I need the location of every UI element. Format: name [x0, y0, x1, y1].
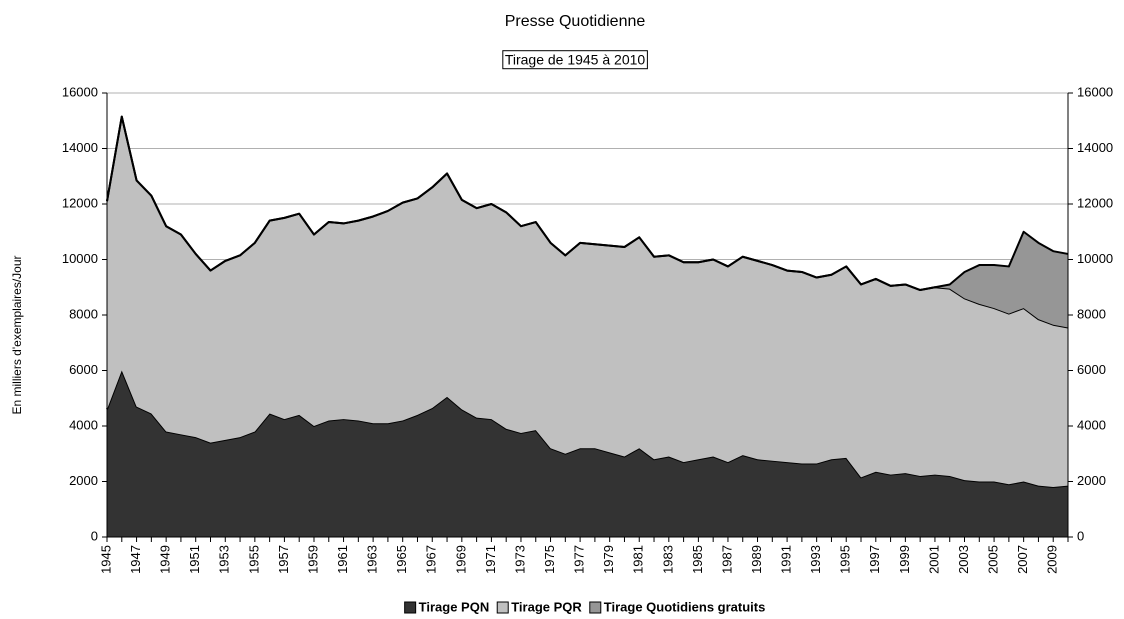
x-tick-label: 1953 [217, 545, 232, 574]
x-tick-label: 1979 [601, 545, 616, 574]
y-tick-label: 14000 [62, 140, 98, 155]
y-tick-label: 10000 [62, 251, 98, 266]
x-tick-label: 1951 [187, 545, 202, 574]
x-tick-label: 1949 [158, 545, 173, 574]
y-axis-label: En milliers d'exemplaires/Jour [10, 255, 24, 414]
area-line [106, 115, 1069, 292]
x-tick-label: 1977 [572, 545, 587, 574]
x-tick-label: 1999 [897, 545, 912, 574]
area [107, 370, 1068, 537]
legend: Tirage PQN Tirage PQR Tirage Quotidiens gr… [404, 599, 766, 614]
x-tick-label: 1945 [98, 545, 113, 574]
x-tick-label: 1971 [483, 545, 498, 574]
legend-label: Tirage PQN [419, 599, 490, 614]
x-tick-label: 2003 [956, 545, 971, 574]
x-tick-label: 1985 [690, 545, 705, 574]
y2-tick-label: 4000 [1077, 417, 1106, 432]
x-tick-label: 1965 [394, 545, 409, 574]
y2-tick-label: 12000 [1077, 195, 1113, 210]
x-tick-label: 1967 [424, 545, 439, 574]
chart-title: Presse Quotidienne [505, 13, 646, 30]
x-tick-label: 2001 [926, 545, 941, 574]
areas [106, 115, 1069, 537]
legend-label: Tirage Quotidiens gratuits [604, 599, 766, 614]
legend-swatch [404, 601, 417, 614]
legend-swatch [496, 601, 509, 614]
x-tick-label: 1973 [512, 545, 527, 574]
y2-tick-label: 14000 [1077, 140, 1113, 155]
y-tick-label: 4000 [69, 417, 98, 432]
legend-label: Tirage PQR [511, 599, 582, 614]
y2-tick-label: 0 [1077, 528, 1084, 543]
area [107, 116, 1068, 488]
x-tick-label: 2009 [1045, 545, 1060, 574]
y-tick-label: 16000 [62, 84, 98, 99]
y2-tick-label: 6000 [1077, 362, 1106, 377]
y2-tick-label: 10000 [1077, 251, 1113, 266]
x-tick-label: 1947 [128, 545, 143, 574]
legend-swatch [589, 601, 602, 614]
x-tick-label: 1987 [719, 545, 734, 574]
y-tick-label: 6000 [69, 362, 98, 377]
x-tick-label: 2005 [986, 545, 1001, 574]
y-tick-label: 12000 [62, 195, 98, 210]
chart-subtitle: Tirage de 1945 à 2010 [505, 52, 646, 68]
x-tick-label: 1975 [542, 545, 557, 574]
y-tick-label: 2000 [69, 473, 98, 488]
x-tick-label: 1957 [276, 545, 291, 574]
x-tick-label: 1997 [867, 545, 882, 574]
y2-tick-label: 16000 [1077, 84, 1113, 99]
y2-tick-label: 2000 [1077, 473, 1106, 488]
y-tick-label: 0 [91, 528, 98, 543]
axes [102, 92, 1073, 542]
y2-tick-label: 8000 [1077, 306, 1106, 321]
x-tick-label: 1961 [335, 545, 350, 574]
x-tick-label: 1959 [305, 545, 320, 574]
x-tick-label: 1995 [838, 545, 853, 574]
x-tick-label: 1969 [453, 545, 468, 574]
x-tick-label: 2007 [1015, 545, 1030, 574]
x-tick-label: 1993 [808, 545, 823, 574]
subtitle-box [502, 50, 648, 70]
y-tick-label: 8000 [69, 306, 98, 321]
x-tick-label: 1963 [365, 545, 380, 574]
x-tick-label: 1955 [246, 545, 261, 574]
x-tick-label: 1981 [631, 545, 646, 574]
x-tick-label: 1991 [779, 545, 794, 574]
x-tick-label: 1983 [660, 545, 675, 574]
x-tick-label: 1989 [749, 545, 764, 574]
